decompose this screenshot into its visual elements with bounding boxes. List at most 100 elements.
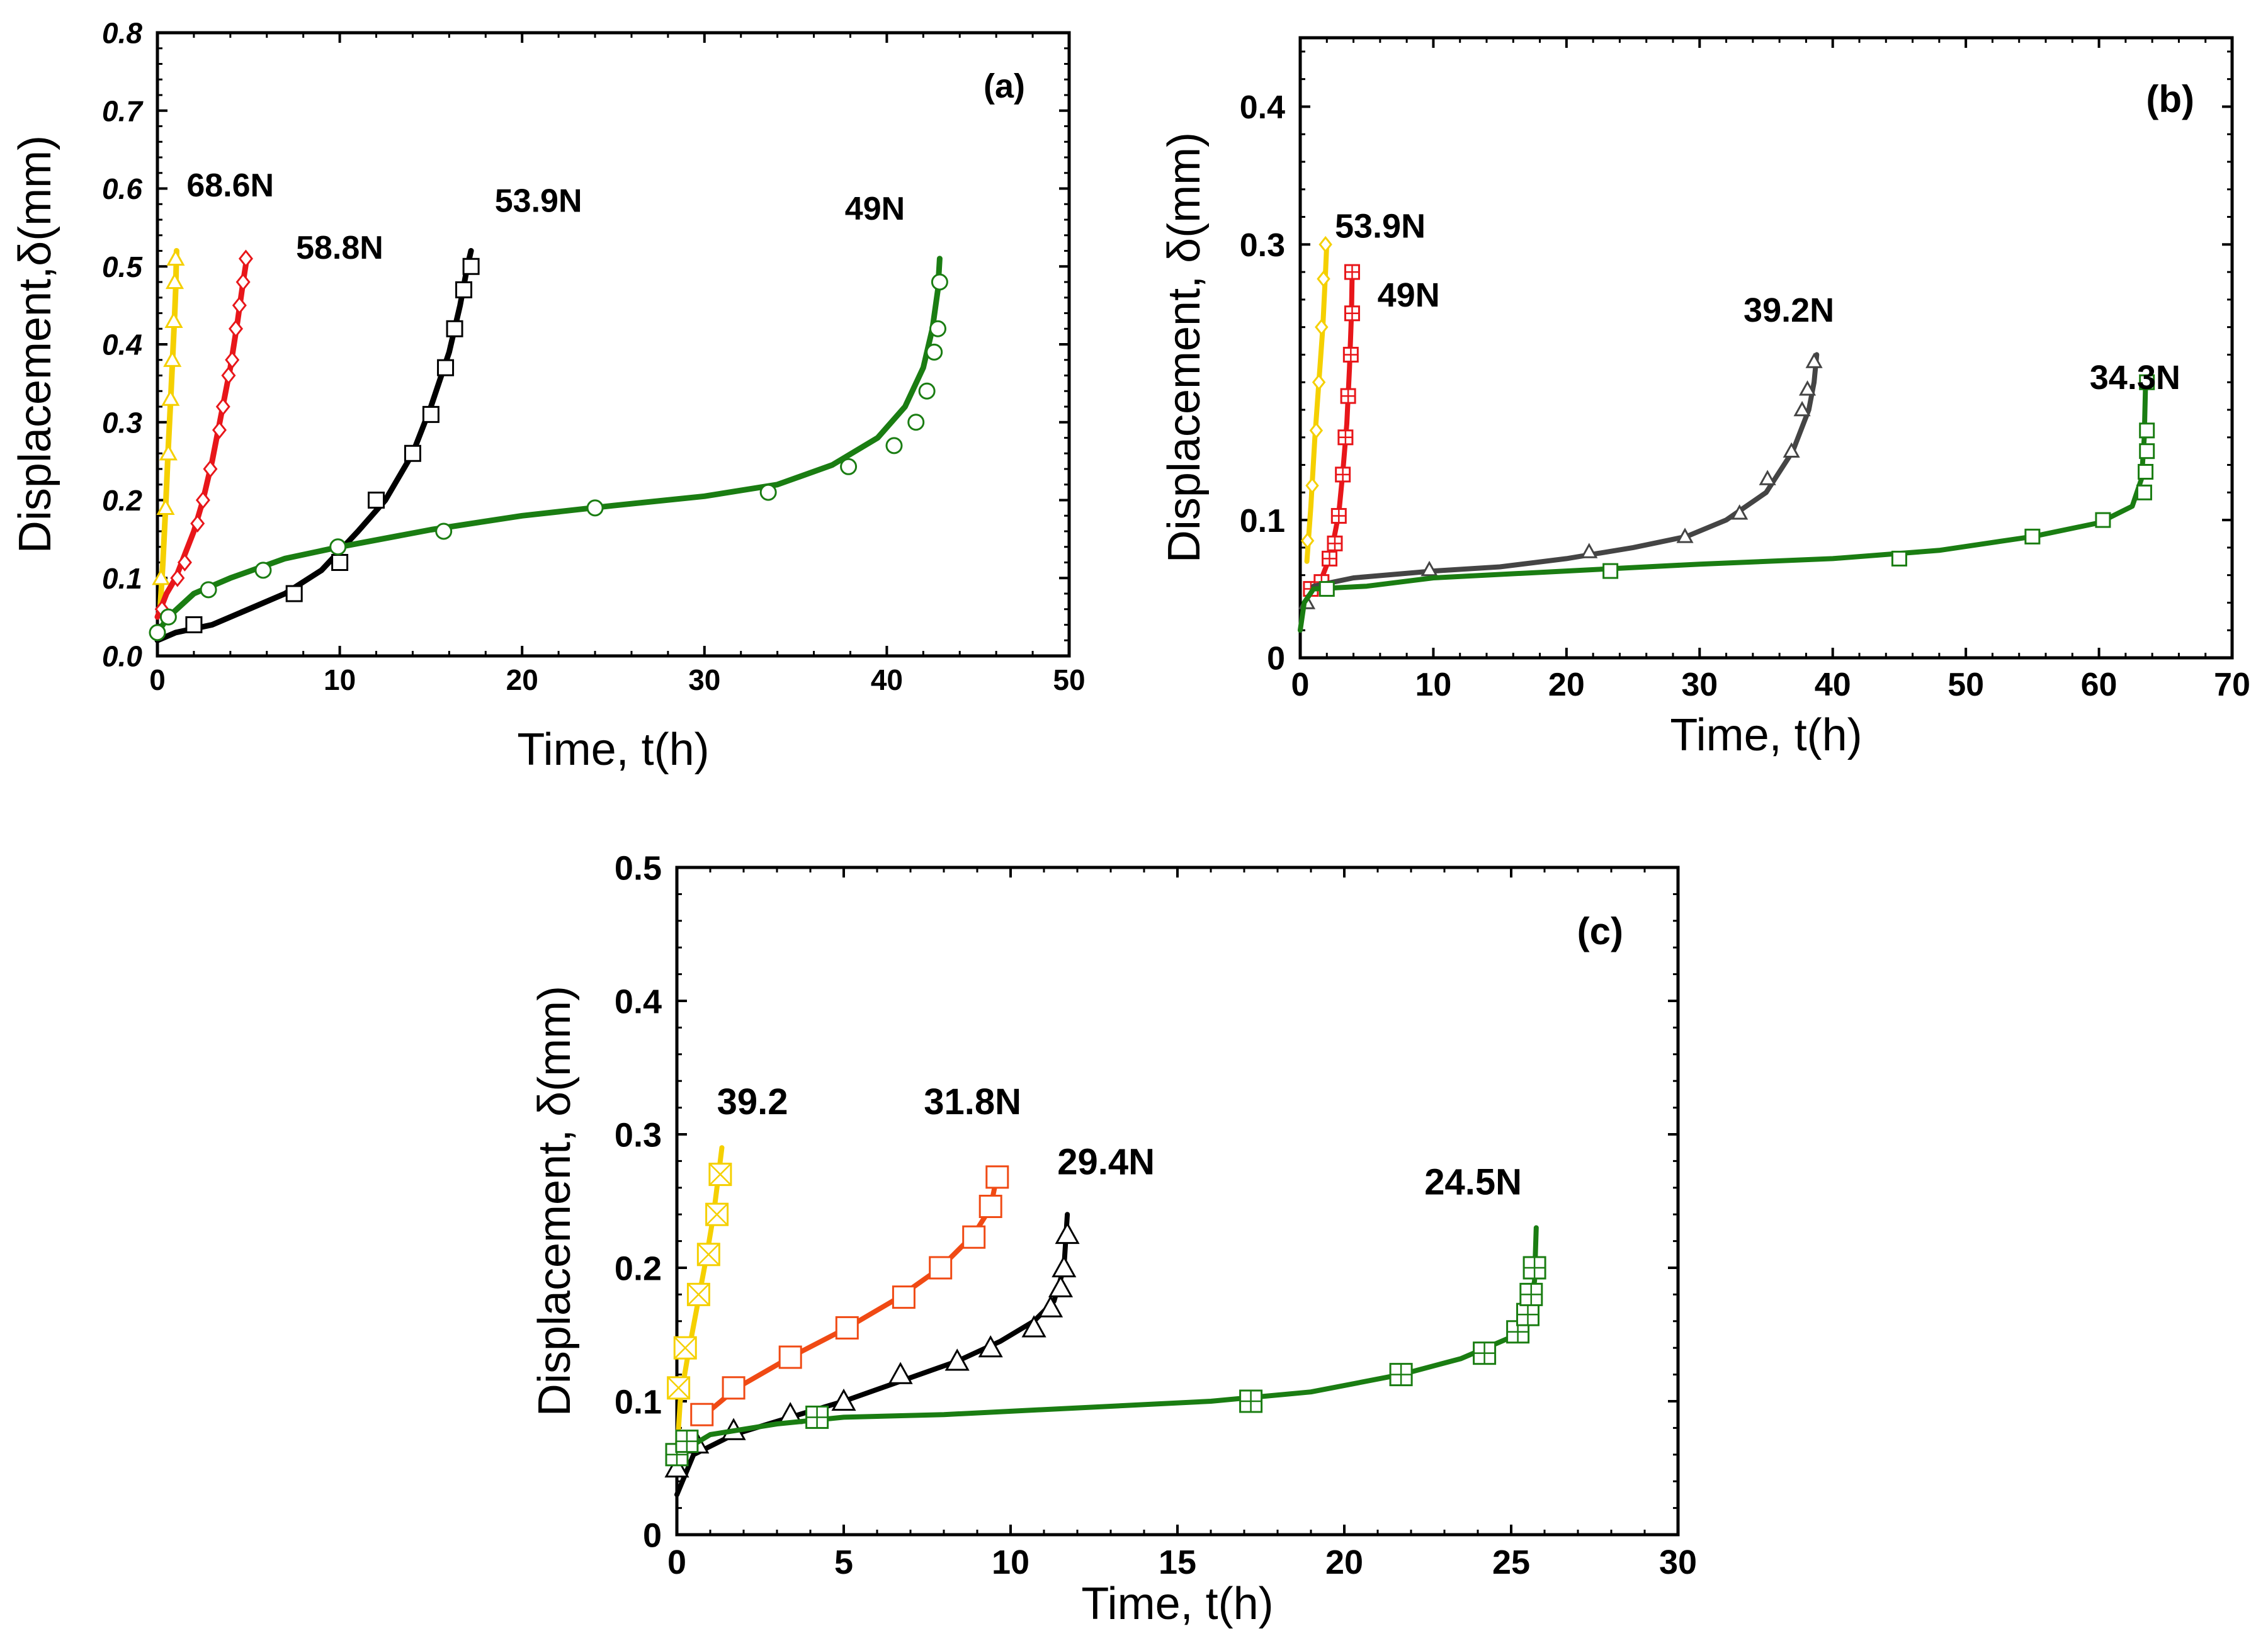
panel-a-series-539N-marker-4-box [404,444,421,462]
panel-b-series-49N-marker-7 [1340,388,1356,404]
panel-c-series-318N-label: 31.8N [924,1081,1021,1122]
panel-a-series-539N-marker-6 [437,359,455,376]
panel-b-series-49N-marker-2 [1322,550,1338,567]
panel-b-series-392N-marker-8 [1798,380,1817,396]
panel-c-series-294N-marker-6 [944,1348,970,1371]
panel-b-series-343N-marker-9 [2139,374,2155,390]
panel-b-tag: (b) [2146,78,2194,120]
panel-a-x-tick-label-5: 50 [1053,663,1085,696]
panel-b-series-49N-label: 49N [1378,276,1440,314]
panel-b-series-539N-marker-6 [1318,235,1332,253]
panel-b-series-392N-marker-9 [1805,353,1823,368]
panel-a-series-49N-marker-2-ring [200,581,217,599]
panel-a-series-686N-label: 68.6N [186,167,274,204]
panel-c-series-245N-marker-5 [1473,1341,1497,1365]
panel-b-series-343N-marker-4-box [2095,512,2111,528]
panel-c-series-294N-marker-5 [888,1362,913,1384]
panel-b-series-343N-label: 34.3N [2090,359,2180,397]
panel-a-y-ticks: 0.0 0.1 0.2 0.3 0.4 0.5 0.6 0.7 0.8 [102,17,1069,673]
panel-c-series-318N-marker-1-box [722,1376,746,1400]
panel-b-series-49N-marker-8 [1342,346,1359,363]
panel-b-series-343N-marker-0-box [1318,581,1335,597]
panel-a-series-686N-marker-6 [165,272,184,290]
panel-c-series-318N-marker-6 [962,1225,986,1249]
panel-a-series-539N-marker-5 [422,405,439,423]
panel-c-series-392-marker-5-diag2 [709,1163,732,1186]
panel-b-series-539N-marker-3 [1312,373,1326,391]
panel-c-series-318N-marker-2 [778,1345,802,1369]
panel-a-series-686N-marker-3-tri [161,389,180,406]
panel-b-series-539N-marker-5-dia [1317,270,1330,288]
panel-b-series-392N-marker-6 [1783,442,1800,458]
panel-b-series-343N-marker-1-box [1602,563,1619,579]
panel-a-series-588N-marker-6-dia [212,420,227,439]
panel-c-series-294N-marker-9-tri [1038,1295,1063,1318]
panel-a-series-539N-marker-3-box [368,492,385,509]
panel-b-series-49N-marker-3 [1327,535,1343,551]
panel-a-series-686N-marker-2-tri [159,444,178,461]
panel-a-x-tick-label-0: 0 [149,663,166,696]
panel-a-series-686N-marker-5 [164,311,183,328]
panel-b-series-392N-marker-3 [1676,528,1694,543]
panel-c-x-axis-title: Time, t(h) [1081,1579,1273,1629]
panel-a-series-49N-marker-8 [840,458,858,475]
panel-b-series-343N-marker-7-box [2139,443,2155,460]
panel-a-series-539N-marker-7-box [446,320,463,337]
panel-a-series-686N-marker-5-tri [164,311,183,328]
panel-a-series-539N-marker-8-box [455,281,473,298]
panel-a-series-588N-marker-10 [229,319,244,338]
panel-c-series-294N-marker-9 [1038,1295,1063,1318]
panel-b-series-539N-marker-3-dia [1312,373,1326,391]
panel-b-series-49N-marker-4 [1330,508,1347,524]
panel-b-series-343N-line [1298,380,2148,633]
panel-b-series-343N-marker-1 [1602,563,1619,579]
panel-a-series-686N-marker-0-tri [152,568,171,585]
panel-c-series-294N-marker-10-tri [1048,1275,1074,1297]
panel-a-series-686N-marker-7 [166,249,185,266]
panel-b-series-343N-marker-8-box [2139,422,2155,439]
panel-c-series-392-marker-0 [667,1376,691,1400]
panel-a-series-49N-marker-5-ring [435,522,453,540]
panel-a-series-539N-marker-6-box [437,359,455,376]
panel-a-series-588N-marker-1-dia [170,568,185,587]
panel-c-series-245N-label: 24.5N [1424,1161,1522,1202]
panel-a-series-49N-marker-4-ring [329,538,347,556]
panel-b: 0 10 20 30 40 50 60 70 0 0.1 0.3 0.4 53.9N 49N 39.2N… [1159,36,2250,760]
panel-c-x-tick-label-6: 30 [1659,1544,1697,1581]
panel-c-series-392-marker-0-diag2 [667,1376,690,1399]
panel-a-series-49N-marker-13-ring [929,320,946,337]
panel-a-series-49N-marker-4 [329,538,347,556]
panel-a-series-588N-marker-10-dia [229,319,244,338]
panel-c-series-294N-marker-11 [1052,1255,1077,1278]
panel-b-series-343N-marker-4 [2095,512,2111,528]
panel-a-series-49N-marker-8-ring [840,458,858,475]
panel-b-x-tick-label-2: 20 [1548,667,1585,703]
panel-b-series-392N-marker-6-tri [1783,442,1800,458]
panel-c-series-294N-marker-7 [978,1335,1003,1358]
panel-a-series-539N-marker-9-box [462,257,480,275]
panel-a-series-49N-marker-1-ring [159,608,177,626]
panel-b-x-tick-label-0: 0 [1291,667,1310,703]
panel-a-series-49N-marker-9-ring [885,437,903,454]
panel-a-series-588N-marker-7-dia [215,397,230,416]
panel-a: 0 10 20 30 40 50 0.00.10.20.30.40.50.60.70.8 … [10,17,1086,775]
panel-b-series-343N-marker-2-box [1891,550,1907,567]
panel-c-x-tick-label-3: 15 [1159,1544,1196,1581]
panel-a-y-tick-label-7: 0.7 [102,94,144,127]
panel-a-series-588N-marker-8 [221,366,236,385]
panel-b-series-392N-marker-2-tri [1580,543,1598,558]
panel-c-series-392-label: 39.2 [717,1081,788,1122]
panel-a-y-tick-label-5: 0.5 [102,251,143,283]
panel-a-series-588N-marker-2 [177,553,192,572]
panel-a-series-686N-marker-1-tri [156,498,175,515]
panel-c-series-318N-marker-4 [892,1285,916,1309]
panel-c-series-245N-marker-9 [1522,1256,1546,1280]
panel-b-frame [1298,36,2234,660]
panel-c-series-392-marker-5 [708,1163,732,1187]
panel-a-series-49N-marker-12-ring [926,343,943,361]
panel-a-y-axis-title: Displacement,δ(mm) [10,135,60,553]
panel-c-series-294N-marker-5-tri [888,1362,913,1384]
panel-c-x-ticks: 0 5 10 15 20 25 30 [667,867,1697,1581]
panel-b-series-392N-marker-1-tri [1420,560,1438,577]
panel-b-series-343N-marker-9-box [2139,374,2155,390]
